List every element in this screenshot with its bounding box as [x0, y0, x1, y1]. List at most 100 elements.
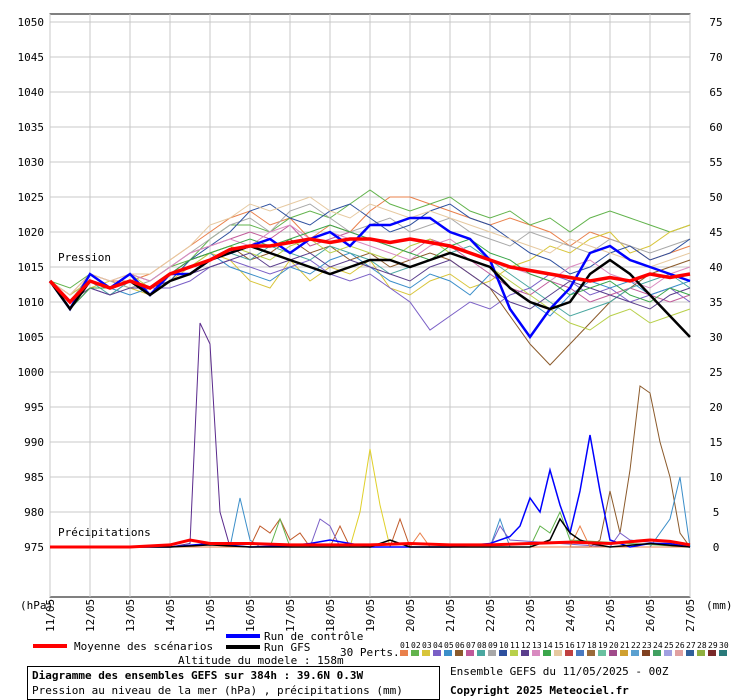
pert-number: 30 [719, 641, 729, 650]
precip-tick-label: 60 [709, 121, 722, 134]
date-tick-label: 13/05 [124, 599, 137, 632]
gfs-swatch [226, 645, 260, 649]
member-pressure-line [49, 196, 691, 296]
pert-number: 23 [642, 641, 652, 650]
pressure-tick-label: 995 [24, 401, 44, 414]
date-tick-label: 20/05 [404, 599, 417, 632]
pert-swatch [543, 650, 551, 656]
pressure-tick-label: 1005 [18, 331, 45, 344]
pressure-axis-ticks: 975 980 985 990 995 1000 1005 1010 1015 1020 1025 1… [18, 16, 45, 554]
pert-number: 15 [554, 641, 564, 650]
pert-number: 27 [686, 641, 696, 650]
precip-tick-label: 75 [709, 16, 722, 29]
date-tick-label: 18/05 [324, 599, 337, 632]
precip-tick-label: 0 [713, 541, 720, 554]
date-tick-label: 22/05 [484, 599, 497, 632]
pressure-tick-label: 1020 [18, 226, 45, 239]
pressure-tick-label: 1010 [18, 296, 45, 309]
pressure-tick-label: 990 [24, 436, 44, 449]
precip-tick-label: 30 [709, 331, 722, 344]
pressure-tick-label: 975 [24, 541, 44, 554]
pert-number: 12 [521, 641, 531, 650]
pert-swatch [642, 650, 650, 656]
pert-number: 26 [675, 641, 685, 650]
pert-number: 19 [598, 641, 608, 650]
pert-number: 18 [587, 641, 597, 650]
pert-swatch [675, 650, 683, 656]
pert-number: 02 [411, 641, 421, 650]
precip-tick-label: 65 [709, 86, 722, 99]
pert-swatch [422, 650, 430, 656]
pert-swatch [686, 650, 694, 656]
pert-number: 11 [510, 641, 520, 650]
pert-swatch [433, 650, 441, 656]
date-tick-label: 26/05 [644, 599, 657, 632]
date-tick-label: 21/05 [444, 599, 457, 632]
chart-title: Diagramme des ensembles GEFS sur 384h : … [32, 669, 364, 682]
pert-number: 09 [488, 641, 498, 650]
date-tick-label: 27/05 [684, 599, 697, 632]
member-precip-line [50, 518, 691, 548]
precip-tick-label: 50 [709, 191, 722, 204]
pert-number: 07 [466, 641, 476, 650]
pression-label: Pression [58, 251, 111, 264]
control-pressure-line [48, 216, 691, 340]
pert-swatch [565, 650, 573, 656]
pressure-tick-label: 1040 [18, 86, 45, 99]
pert-number: 17 [576, 641, 586, 650]
controle-label: Run de contrôle [264, 630, 364, 643]
date-tick-label: 23/05 [524, 599, 537, 632]
pert-swatch [510, 650, 518, 656]
pert-swatch [576, 650, 584, 656]
date-tick-label: 25/05 [604, 599, 617, 632]
precip-tick-label: 45 [709, 226, 722, 239]
pert-number: 29 [708, 641, 718, 650]
pert-swatch [532, 650, 540, 656]
precip-tick-label: 15 [709, 436, 722, 449]
chart-grid [49, 13, 691, 598]
pert-swatch [455, 650, 463, 656]
precip-axis-ticks: 0 5 10 15 20 25 30 35 40 45 50 55 60 65 70 75 [709, 16, 722, 554]
date-tick-label: 14/05 [164, 599, 177, 632]
date-tick-label: 16/05 [244, 599, 257, 632]
pert-number: 21 [620, 641, 630, 650]
pert-number: 22 [631, 641, 641, 650]
pert-number: 05 [444, 641, 454, 650]
gfs-label: Run GFS [264, 641, 311, 654]
pert-swatch [697, 650, 705, 656]
pressure-tick-label: 1050 [18, 16, 45, 29]
pert-swatch [631, 650, 639, 656]
info-box: Diagramme des ensembles GEFS sur 384h : … [27, 666, 440, 700]
member-pressure-line [49, 252, 691, 310]
date-tick-label: 17/05 [284, 599, 297, 632]
pert-swatch [488, 650, 496, 656]
pert-number: 01 [400, 641, 410, 650]
pert-swatch [411, 650, 419, 656]
pert-swatch [653, 650, 661, 656]
controle-swatch [226, 634, 260, 638]
pert-swatch [499, 650, 507, 656]
pert-swatch [587, 650, 595, 656]
copyright: Copyright 2025 Meteociel.fr [450, 684, 629, 697]
pert-swatch [620, 650, 628, 656]
date-tick-label: 15/05 [204, 599, 217, 632]
pert-swatch [598, 650, 606, 656]
pert-number: 13 [532, 641, 542, 650]
precip-tick-label: 5 [713, 506, 720, 519]
moyenne-swatch [33, 644, 67, 648]
date-tick-label: 11/05 [44, 599, 57, 632]
pert-number: 06 [455, 641, 465, 650]
gfs-pressure-line [48, 244, 691, 338]
pert-swatch [719, 650, 727, 656]
pressure-tick-label: 980 [24, 506, 44, 519]
pressure-tick-label: 1015 [18, 261, 45, 274]
date-tick-label: 19/05 [364, 599, 377, 632]
pressure-tick-label: 1035 [18, 121, 45, 134]
pert-swatch [609, 650, 617, 656]
precip-tick-label: 10 [709, 471, 722, 484]
pert-number: 24 [653, 641, 663, 650]
precip-tick-label: 70 [709, 51, 722, 64]
precip-axis-label: (mm) [706, 599, 733, 612]
perts-label: 30 Perts. [340, 646, 400, 659]
